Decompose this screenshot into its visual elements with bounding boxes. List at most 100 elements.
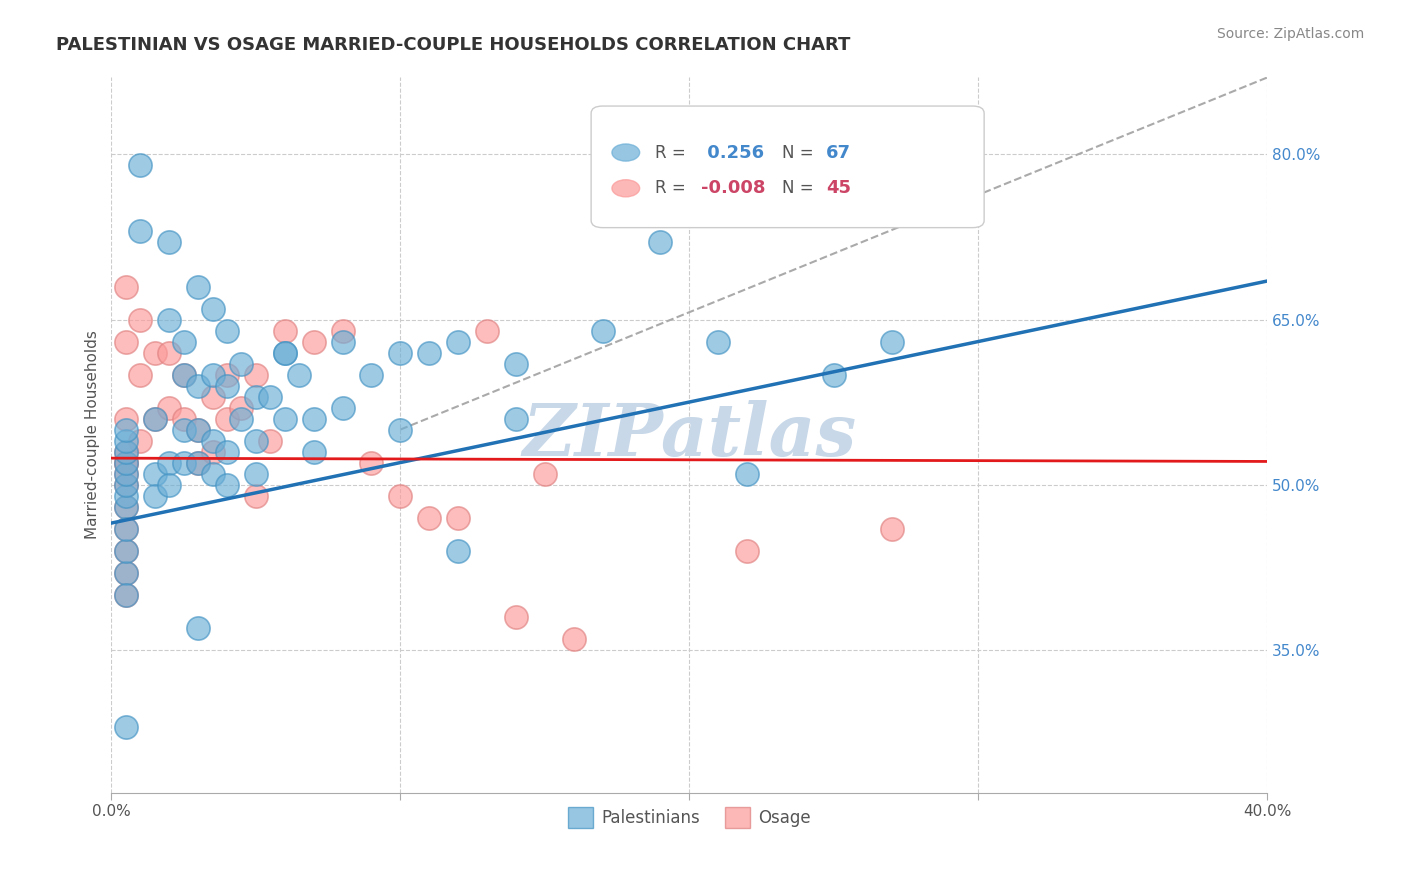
Palestinians	[447, 334, 470, 349]
Osage	[157, 401, 180, 415]
Palestinians	[187, 378, 209, 392]
Palestinians	[201, 301, 224, 316]
Osage	[115, 456, 138, 470]
Palestinians	[173, 368, 195, 382]
Palestinians	[389, 345, 412, 359]
Palestinians	[201, 434, 224, 448]
Osage	[115, 500, 138, 514]
Palestinians	[115, 588, 138, 602]
Osage	[143, 345, 166, 359]
Palestinians	[143, 489, 166, 503]
Palestinians	[215, 324, 238, 338]
Palestinians	[245, 390, 267, 404]
Palestinians	[115, 444, 138, 458]
Palestinians	[707, 334, 730, 349]
Palestinians	[302, 411, 325, 425]
Osage	[259, 434, 281, 448]
Palestinians	[115, 489, 138, 503]
Osage	[115, 467, 138, 481]
Palestinians	[447, 543, 470, 558]
Palestinians	[157, 477, 180, 491]
Osage	[115, 411, 138, 425]
Osage	[245, 368, 267, 382]
Palestinians	[288, 368, 311, 382]
Osage	[880, 522, 903, 536]
Palestinians	[231, 357, 253, 371]
Palestinians	[505, 411, 527, 425]
Osage	[475, 324, 498, 338]
Osage	[173, 368, 195, 382]
Palestinians	[115, 456, 138, 470]
Osage	[735, 543, 758, 558]
Osage	[562, 632, 585, 646]
Osage	[231, 401, 253, 415]
Osage	[215, 368, 238, 382]
Palestinians	[245, 467, 267, 481]
Text: PALESTINIAN VS OSAGE MARRIED-COUPLE HOUSEHOLDS CORRELATION CHART: PALESTINIAN VS OSAGE MARRIED-COUPLE HOUS…	[56, 36, 851, 54]
Osage	[115, 522, 138, 536]
Palestinians	[505, 357, 527, 371]
Palestinians	[650, 235, 672, 250]
Osage	[360, 456, 382, 470]
Text: 67: 67	[825, 144, 851, 161]
Osage	[129, 312, 152, 326]
Palestinians	[115, 477, 138, 491]
Osage	[274, 324, 297, 338]
Y-axis label: Married-couple Households: Married-couple Households	[86, 331, 100, 540]
Osage	[215, 411, 238, 425]
Text: R =: R =	[655, 144, 686, 161]
Palestinians	[592, 324, 614, 338]
Palestinians	[823, 368, 845, 382]
Palestinians	[274, 345, 297, 359]
Palestinians	[332, 401, 354, 415]
Palestinians	[880, 334, 903, 349]
Osage	[389, 489, 412, 503]
Palestinians	[157, 456, 180, 470]
Palestinians	[115, 500, 138, 514]
Palestinians	[215, 477, 238, 491]
Text: R =: R =	[655, 179, 686, 197]
Osage	[173, 411, 195, 425]
Text: N =: N =	[782, 179, 814, 197]
Palestinians	[360, 368, 382, 382]
FancyBboxPatch shape	[591, 106, 984, 227]
Osage	[143, 411, 166, 425]
Text: 0.256: 0.256	[702, 144, 763, 161]
Palestinians	[115, 522, 138, 536]
Palestinians	[115, 467, 138, 481]
Osage	[505, 609, 527, 624]
Palestinians	[302, 444, 325, 458]
Palestinians	[274, 345, 297, 359]
Palestinians	[418, 345, 440, 359]
Palestinians	[201, 368, 224, 382]
Osage	[418, 510, 440, 524]
Osage	[187, 456, 209, 470]
Palestinians	[143, 411, 166, 425]
Palestinians	[157, 312, 180, 326]
Text: N =: N =	[782, 144, 814, 161]
Palestinians	[115, 566, 138, 580]
Palestinians	[115, 720, 138, 734]
Palestinians	[173, 423, 195, 437]
Palestinians	[187, 456, 209, 470]
Text: 45: 45	[825, 179, 851, 197]
Palestinians	[215, 378, 238, 392]
Legend: Palestinians, Osage: Palestinians, Osage	[561, 801, 817, 834]
Palestinians	[173, 456, 195, 470]
Osage	[115, 588, 138, 602]
Palestinians	[143, 467, 166, 481]
Palestinians	[201, 467, 224, 481]
Text: Source: ZipAtlas.com: Source: ZipAtlas.com	[1216, 27, 1364, 41]
Palestinians	[274, 411, 297, 425]
Osage	[115, 444, 138, 458]
Osage	[201, 390, 224, 404]
Palestinians	[389, 423, 412, 437]
Palestinians	[157, 235, 180, 250]
Osage	[115, 456, 138, 470]
Osage	[115, 334, 138, 349]
Palestinians	[187, 423, 209, 437]
Palestinians	[231, 411, 253, 425]
Palestinians	[332, 334, 354, 349]
Palestinians	[115, 434, 138, 448]
Osage	[534, 467, 557, 481]
